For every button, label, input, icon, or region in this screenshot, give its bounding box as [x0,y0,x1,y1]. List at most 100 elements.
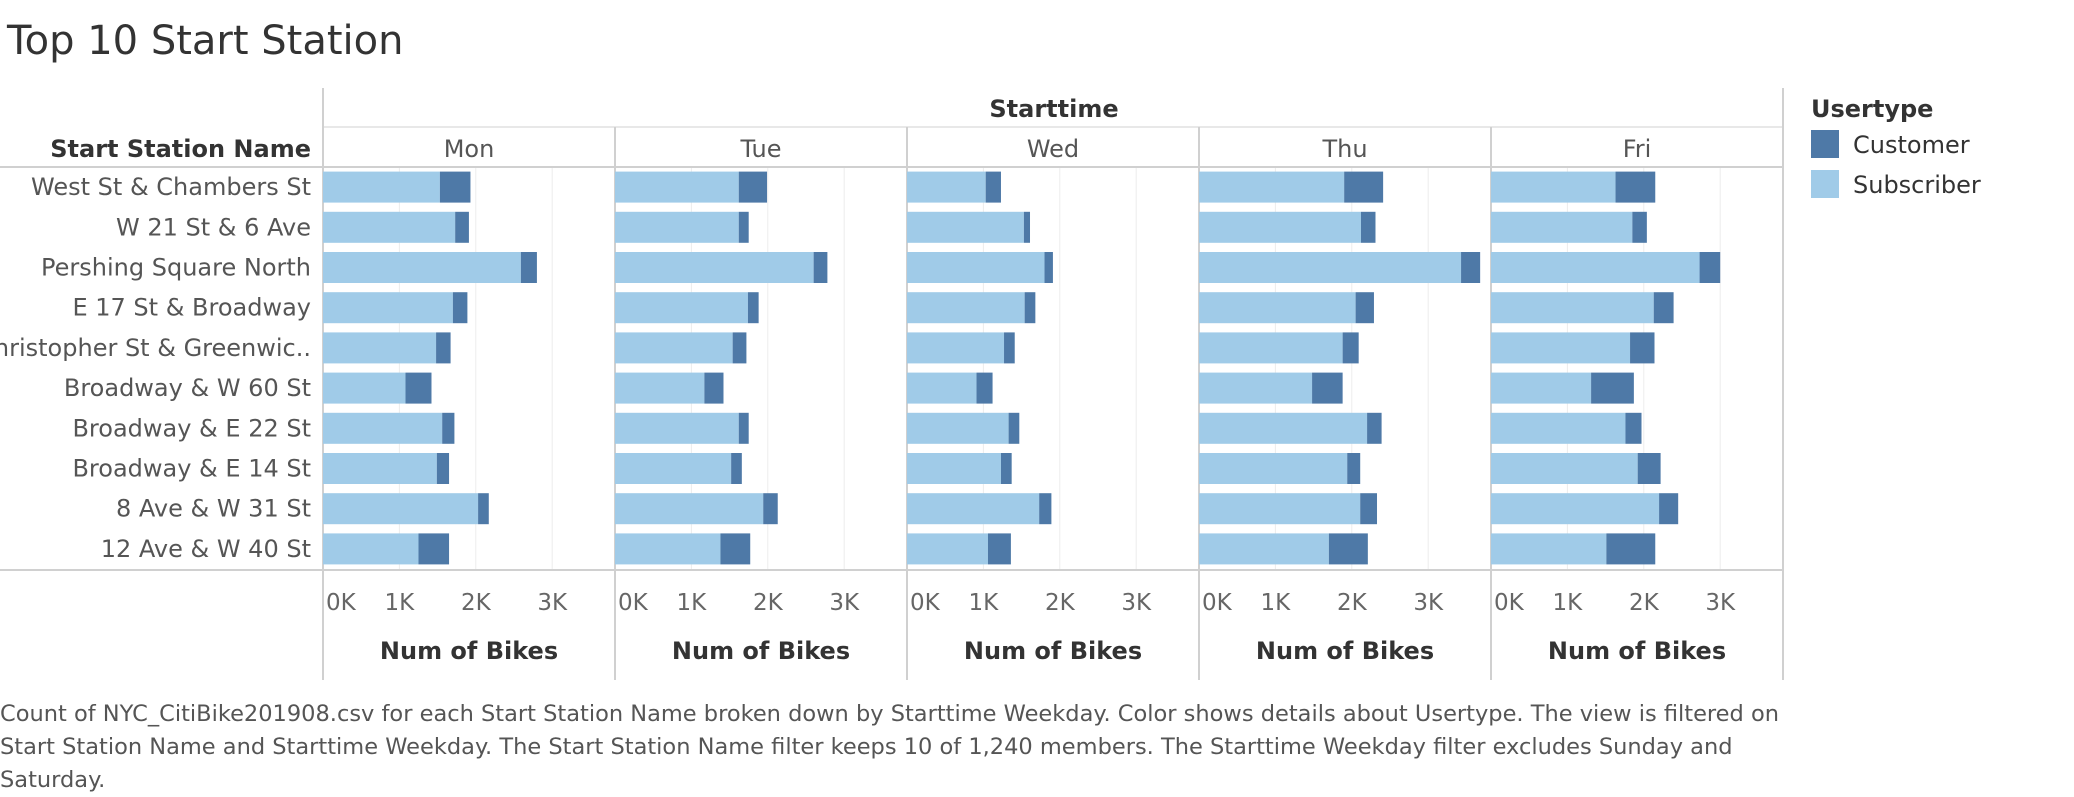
bar-subscriber[interactable] [1491,412,1626,444]
bar-subscriber[interactable] [907,453,1001,484]
bar-customer[interactable] [732,332,747,364]
bar-subscriber[interactable] [615,211,739,243]
bar-subscriber[interactable] [1199,171,1345,203]
bar-customer[interactable] [1039,493,1052,525]
bar-customer[interactable] [1312,372,1343,404]
bar-subscriber[interactable] [323,412,443,444]
bar-customer[interactable] [478,493,489,525]
bar-subscriber[interactable] [1491,171,1616,203]
bar-customer[interactable] [1653,292,1674,324]
bar-subscriber[interactable] [323,211,456,243]
bar-customer[interactable] [439,171,471,203]
bar-customer[interactable] [1630,332,1655,364]
bar-customer[interactable] [1000,453,1012,484]
bar-customer[interactable] [738,412,749,444]
bar-subscriber[interactable] [1199,372,1313,404]
bars[interactable] [323,171,1721,565]
bar-subscriber[interactable] [1491,292,1654,324]
bar-subscriber[interactable] [1491,453,1638,484]
bar-customer[interactable] [1008,412,1020,444]
bar-subscriber[interactable] [1491,332,1631,364]
bar-customer[interactable] [1367,412,1382,444]
bar-customer[interactable] [452,292,468,324]
bar-customer[interactable] [1024,292,1036,324]
bar-customer[interactable] [987,533,1011,565]
bar-customer[interactable] [1606,533,1656,565]
bar-customer[interactable] [747,292,759,324]
bar-subscriber[interactable] [1491,493,1660,525]
bar-customer[interactable] [1360,211,1376,243]
bar-subscriber[interactable] [1199,211,1361,243]
bar-subscriber[interactable] [615,453,732,484]
bar-subscriber[interactable] [907,372,977,404]
bar-customer[interactable] [1637,453,1661,484]
bar-customer[interactable] [738,171,768,203]
bar-customer[interactable] [1344,171,1384,203]
bar-customer[interactable] [436,332,451,364]
bar-customer[interactable] [1347,453,1361,484]
bar-subscriber[interactable] [615,493,764,525]
bar-customer[interactable] [763,493,778,525]
bar-customer[interactable] [1591,372,1634,404]
bar-subscriber[interactable] [1491,211,1633,243]
bar-customer[interactable] [405,372,432,404]
bar-customer[interactable] [720,533,751,565]
bar-customer[interactable] [1461,252,1481,283]
bar-subscriber[interactable] [1491,372,1592,404]
bar-customer[interactable] [1355,292,1374,324]
bar-subscriber[interactable] [1491,252,1700,283]
bar-subscriber[interactable] [907,493,1040,525]
bar-subscriber[interactable] [907,412,1009,444]
bar-subscriber[interactable] [1199,332,1343,364]
bar-customer[interactable] [1328,533,1368,565]
bar-customer[interactable] [1632,211,1647,243]
bar-customer[interactable] [436,453,450,484]
bar-subscriber[interactable] [615,332,733,364]
bar-subscriber[interactable] [323,332,437,364]
bar-subscriber[interactable] [1199,292,1356,324]
bar-subscriber[interactable] [1199,412,1368,444]
bar-customer[interactable] [731,453,742,484]
bar-subscriber[interactable] [323,252,521,283]
bar-subscriber[interactable] [323,292,453,324]
bar-customer[interactable] [455,211,469,243]
bar-customer[interactable] [442,412,455,444]
bar-subscriber[interactable] [1199,533,1329,565]
bar-customer[interactable] [1360,493,1378,525]
bar-subscriber[interactable] [323,493,479,525]
bar-subscriber[interactable] [907,292,1025,324]
bar-subscriber[interactable] [615,372,705,404]
bar-subscriber[interactable] [323,453,437,484]
bar-customer[interactable] [1615,171,1656,203]
bar-subscriber[interactable] [907,332,1005,364]
bar-customer[interactable] [1044,252,1053,283]
bar-subscriber[interactable] [1491,533,1607,565]
bar-customer[interactable] [1004,332,1015,364]
bar-customer[interactable] [704,372,724,404]
bar-customer[interactable] [1023,211,1031,243]
bar-customer[interactable] [1625,412,1642,444]
bar-customer[interactable] [813,252,828,283]
bar-customer[interactable] [1699,252,1721,283]
bar-customer[interactable] [1342,332,1359,364]
bar-customer[interactable] [985,171,1001,203]
bar-subscriber[interactable] [615,171,739,203]
bar-subscriber[interactable] [907,252,1045,283]
bar-subscriber[interactable] [615,292,748,324]
bar-subscriber[interactable] [907,533,988,565]
bar-subscriber[interactable] [1199,252,1462,283]
bar-customer[interactable] [738,211,749,243]
bar-subscriber[interactable] [1199,453,1348,484]
bar-subscriber[interactable] [323,533,419,565]
bar-customer[interactable] [1659,493,1679,525]
bar-subscriber[interactable] [615,533,721,565]
bar-customer[interactable] [520,252,537,283]
bar-subscriber[interactable] [615,252,814,283]
bar-subscriber[interactable] [615,412,739,444]
bar-customer[interactable] [976,372,993,404]
bar-customer[interactable] [418,533,450,565]
bar-subscriber[interactable] [1199,493,1361,525]
bar-subscriber[interactable] [907,171,986,203]
bar-subscriber[interactable] [907,211,1024,243]
bar-subscriber[interactable] [323,171,440,203]
